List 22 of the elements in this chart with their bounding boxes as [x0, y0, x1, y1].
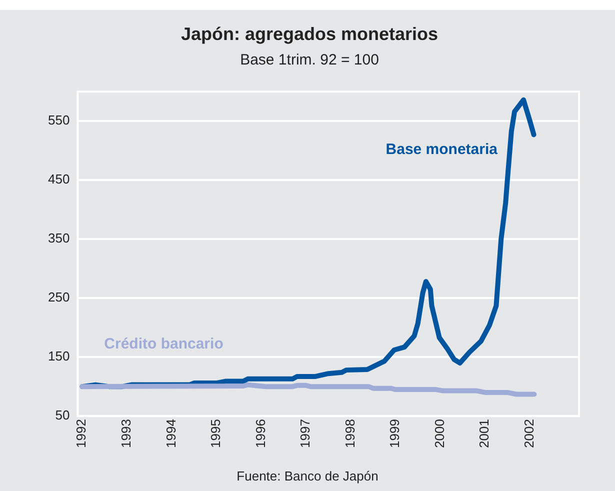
x-tick-label: 1996 — [252, 419, 268, 448]
y-tick-label: 150 — [48, 348, 70, 364]
chart-title: Japón: agregados monetarios — [180, 24, 438, 44]
x-tick-label: 1997 — [298, 419, 313, 448]
y-tick-label: 50 — [55, 408, 70, 423]
x-tick-label: 1993 — [118, 419, 134, 448]
x-tick-label: 1998 — [342, 419, 358, 448]
x-tick-label: 2000 — [432, 419, 447, 448]
chart-subtitle: Base 1trim. 92 = 100 — [240, 52, 379, 69]
y-tick-label: 250 — [48, 290, 70, 305]
series-label: Base monetaria — [386, 141, 498, 158]
x-tick-label: 2002 — [521, 419, 536, 448]
text: Crédito bancario — [104, 336, 224, 353]
y-tick-label: 450 — [48, 172, 70, 187]
x-tick-label: 1995 — [208, 419, 224, 448]
x-tick-label: 1992 — [74, 419, 89, 448]
x-tick-label: 2001 — [476, 419, 492, 448]
y-tick-label: 550 — [48, 112, 70, 128]
y-tick-label: 350 — [48, 230, 70, 246]
x-tick-label: 1999 — [387, 419, 402, 448]
x-tick-label: 1994 — [163, 419, 178, 448]
source-note: Fuente: Banco de Japón — [236, 468, 378, 484]
